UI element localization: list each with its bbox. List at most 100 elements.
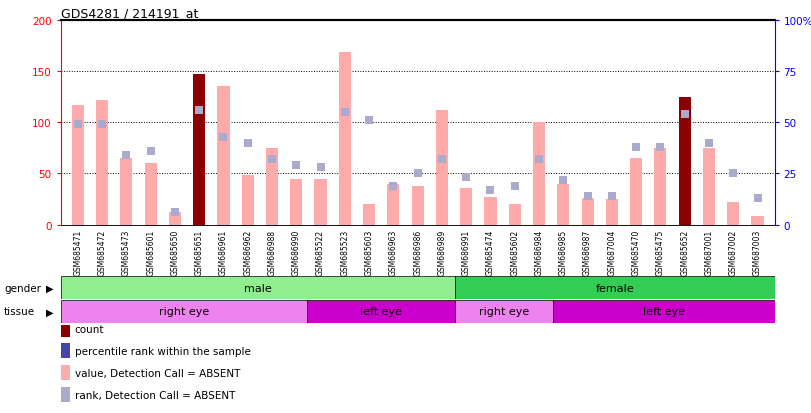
Bar (630, 159, 642, 225)
Text: GSM686961: GSM686961 (219, 229, 228, 275)
Bar (455, 300, 553, 323)
Point (654, 144, 667, 151)
Text: GSM685602: GSM685602 (510, 229, 519, 275)
Text: GSM685603: GSM685603 (365, 229, 374, 275)
Bar (61, 300, 307, 323)
Text: GSM686989: GSM686989 (437, 229, 446, 275)
Bar (581, 199, 594, 225)
Bar (61, 387, 71, 402)
Bar (363, 205, 375, 225)
Text: GSM687004: GSM687004 (607, 229, 616, 275)
Text: left eye: left eye (643, 306, 684, 317)
Point (217, 134, 230, 140)
Bar (339, 53, 351, 225)
Point (702, 140, 715, 147)
Text: GSM686985: GSM686985 (559, 229, 568, 275)
Point (120, 152, 133, 159)
Bar (242, 176, 254, 225)
Point (71, 121, 84, 128)
Point (605, 193, 618, 200)
Bar (679, 97, 691, 225)
Text: percentile rank within the sample: percentile rank within the sample (75, 346, 251, 356)
Text: GSM685522: GSM685522 (316, 229, 325, 275)
Bar (266, 148, 278, 225)
Text: GSM686963: GSM686963 (389, 229, 398, 275)
Point (727, 171, 740, 177)
Text: GSM685471: GSM685471 (73, 229, 83, 275)
Point (484, 187, 497, 194)
Text: GSM685523: GSM685523 (341, 229, 350, 275)
Point (338, 109, 351, 116)
Text: tissue: tissue (4, 306, 35, 317)
Text: male: male (244, 283, 272, 293)
Point (411, 171, 424, 177)
Bar (61, 344, 71, 358)
Bar (61, 365, 71, 380)
Text: GSM686962: GSM686962 (243, 229, 252, 275)
Bar (654, 148, 667, 225)
Text: GSM686990: GSM686990 (292, 229, 301, 275)
Text: ▶: ▶ (46, 283, 54, 293)
Bar (71, 105, 84, 225)
Point (96, 121, 109, 128)
Bar (557, 184, 569, 225)
Text: value, Detection Call = ABSENT: value, Detection Call = ABSENT (75, 368, 240, 378)
Point (314, 164, 327, 171)
Bar (606, 199, 618, 225)
Text: GSM685650: GSM685650 (170, 229, 179, 275)
Bar (61, 277, 455, 299)
Text: right eye: right eye (159, 306, 209, 317)
Point (363, 118, 375, 124)
Point (678, 112, 691, 118)
Point (169, 209, 182, 216)
Text: GSM685651: GSM685651 (195, 229, 204, 275)
Text: GSM686988: GSM686988 (268, 229, 277, 275)
Bar (727, 203, 740, 225)
Point (508, 183, 521, 190)
Text: GSM685652: GSM685652 (680, 229, 689, 275)
Point (144, 148, 157, 155)
Point (193, 107, 206, 114)
Text: right eye: right eye (478, 306, 529, 317)
Text: GSM685470: GSM685470 (632, 229, 641, 275)
Point (557, 177, 570, 183)
Point (387, 183, 400, 190)
Text: gender: gender (4, 283, 41, 293)
Point (751, 195, 764, 202)
Text: GSM687001: GSM687001 (705, 229, 714, 275)
Text: GSM686987: GSM686987 (583, 229, 592, 275)
Bar (144, 164, 157, 225)
Bar (307, 300, 455, 323)
Text: GSM686984: GSM686984 (534, 229, 543, 275)
Text: GDS4281 / 214191_at: GDS4281 / 214191_at (61, 7, 198, 19)
Text: female: female (595, 283, 634, 293)
Bar (553, 300, 775, 323)
Bar (484, 197, 496, 225)
Bar (315, 179, 327, 225)
Bar (96, 100, 108, 225)
Bar (460, 188, 472, 225)
Text: ▶: ▶ (46, 306, 54, 317)
Text: GSM687002: GSM687002 (729, 229, 738, 275)
Text: GSM687003: GSM687003 (753, 229, 762, 275)
Bar (217, 87, 230, 225)
Bar (508, 205, 521, 225)
Text: GSM686986: GSM686986 (413, 229, 423, 275)
Text: GSM685474: GSM685474 (486, 229, 495, 275)
Bar (703, 148, 715, 225)
Text: GSM685473: GSM685473 (122, 229, 131, 275)
Bar (455, 277, 775, 299)
Text: left eye: left eye (360, 306, 401, 317)
Bar (120, 159, 132, 225)
Bar (388, 184, 400, 225)
Bar (61, 322, 71, 337)
Point (533, 157, 546, 163)
Point (436, 157, 448, 163)
Text: count: count (75, 324, 104, 334)
Bar (290, 179, 303, 225)
Bar (412, 186, 423, 225)
Text: rank, Detection Call = ABSENT: rank, Detection Call = ABSENT (75, 389, 235, 400)
Point (581, 193, 594, 200)
Text: GSM685472: GSM685472 (97, 229, 106, 275)
Text: GSM686991: GSM686991 (461, 229, 470, 275)
